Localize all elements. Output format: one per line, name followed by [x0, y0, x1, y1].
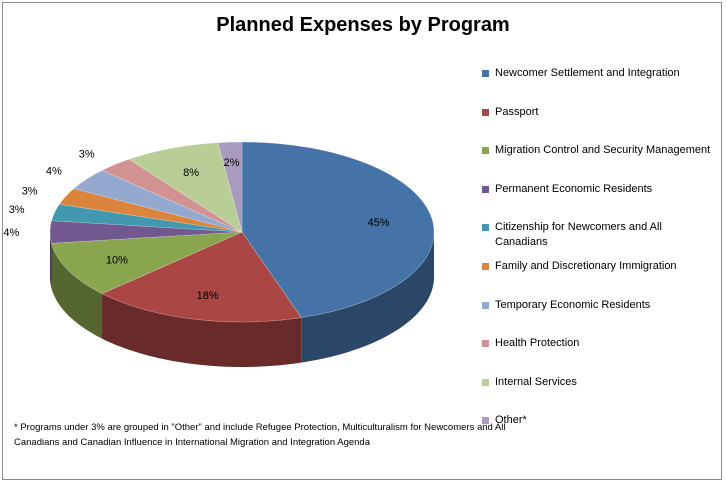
legend-swatch [482, 417, 489, 425]
legend-label: Permanent Economic Residents [495, 182, 653, 195]
pie-side-2 [51, 243, 103, 339]
pie-label-0: 45% [367, 217, 389, 229]
pie-slice-5 [58, 188, 243, 233]
legend-label: Passport [495, 105, 539, 118]
pie-label-4: 3% [9, 204, 25, 216]
pie-label-3: 4% [3, 227, 19, 239]
legend-swatch [482, 185, 489, 193]
pie-label-7: 3% [79, 149, 95, 161]
pie-slice-3 [49, 220, 243, 244]
legend-swatch [482, 108, 489, 116]
legend-label: Family and Discretionary Immigration [495, 260, 677, 272]
legend-label: Temporary Economic Residents [495, 298, 651, 311]
pie-slice-7 [101, 158, 243, 233]
pie-label-2: 10% [106, 255, 128, 267]
pie-slice-1 [101, 231, 302, 323]
pie-label-8: 8% [183, 167, 199, 179]
footnote: * Programs under 3% are grouped in "Othe… [14, 422, 506, 448]
pie-label-5: 3% [22, 186, 38, 198]
pie-slice-8 [128, 142, 243, 233]
legend-label: Newcomer Settlement and Integration [495, 67, 680, 79]
legend-label: Internal Services [495, 375, 577, 388]
pie-slice-6 [73, 170, 243, 233]
legend-label: Citizenship for Newcomers and All Canadi… [495, 221, 662, 249]
legend-swatch [482, 263, 489, 270]
pie-side-1 [102, 293, 302, 367]
pie-slice-4 [51, 203, 243, 233]
legend-swatch [482, 224, 489, 232]
pie-label-9: 2% [224, 157, 240, 169]
legend-label: Health Protection [495, 337, 580, 350]
pie-label-6: 4% [46, 166, 62, 178]
pie-side-3 [50, 232, 52, 289]
legend-swatch [482, 301, 489, 309]
pie-side-0 [301, 232, 434, 363]
legend-swatch [482, 378, 489, 386]
pie-label-1: 18% [197, 290, 219, 302]
pie-slice-0 [241, 141, 435, 318]
chart-title: Planned Expenses by Program [216, 14, 510, 36]
pie-slice-2 [51, 231, 243, 294]
pie-slice-9 [217, 141, 243, 233]
legend-label: Migration Control and Security Managemen… [495, 144, 711, 157]
legend-swatch [482, 340, 489, 348]
legend-swatch [482, 70, 489, 77]
legend-label: Other* [495, 414, 527, 427]
legend-swatch [482, 147, 489, 155]
